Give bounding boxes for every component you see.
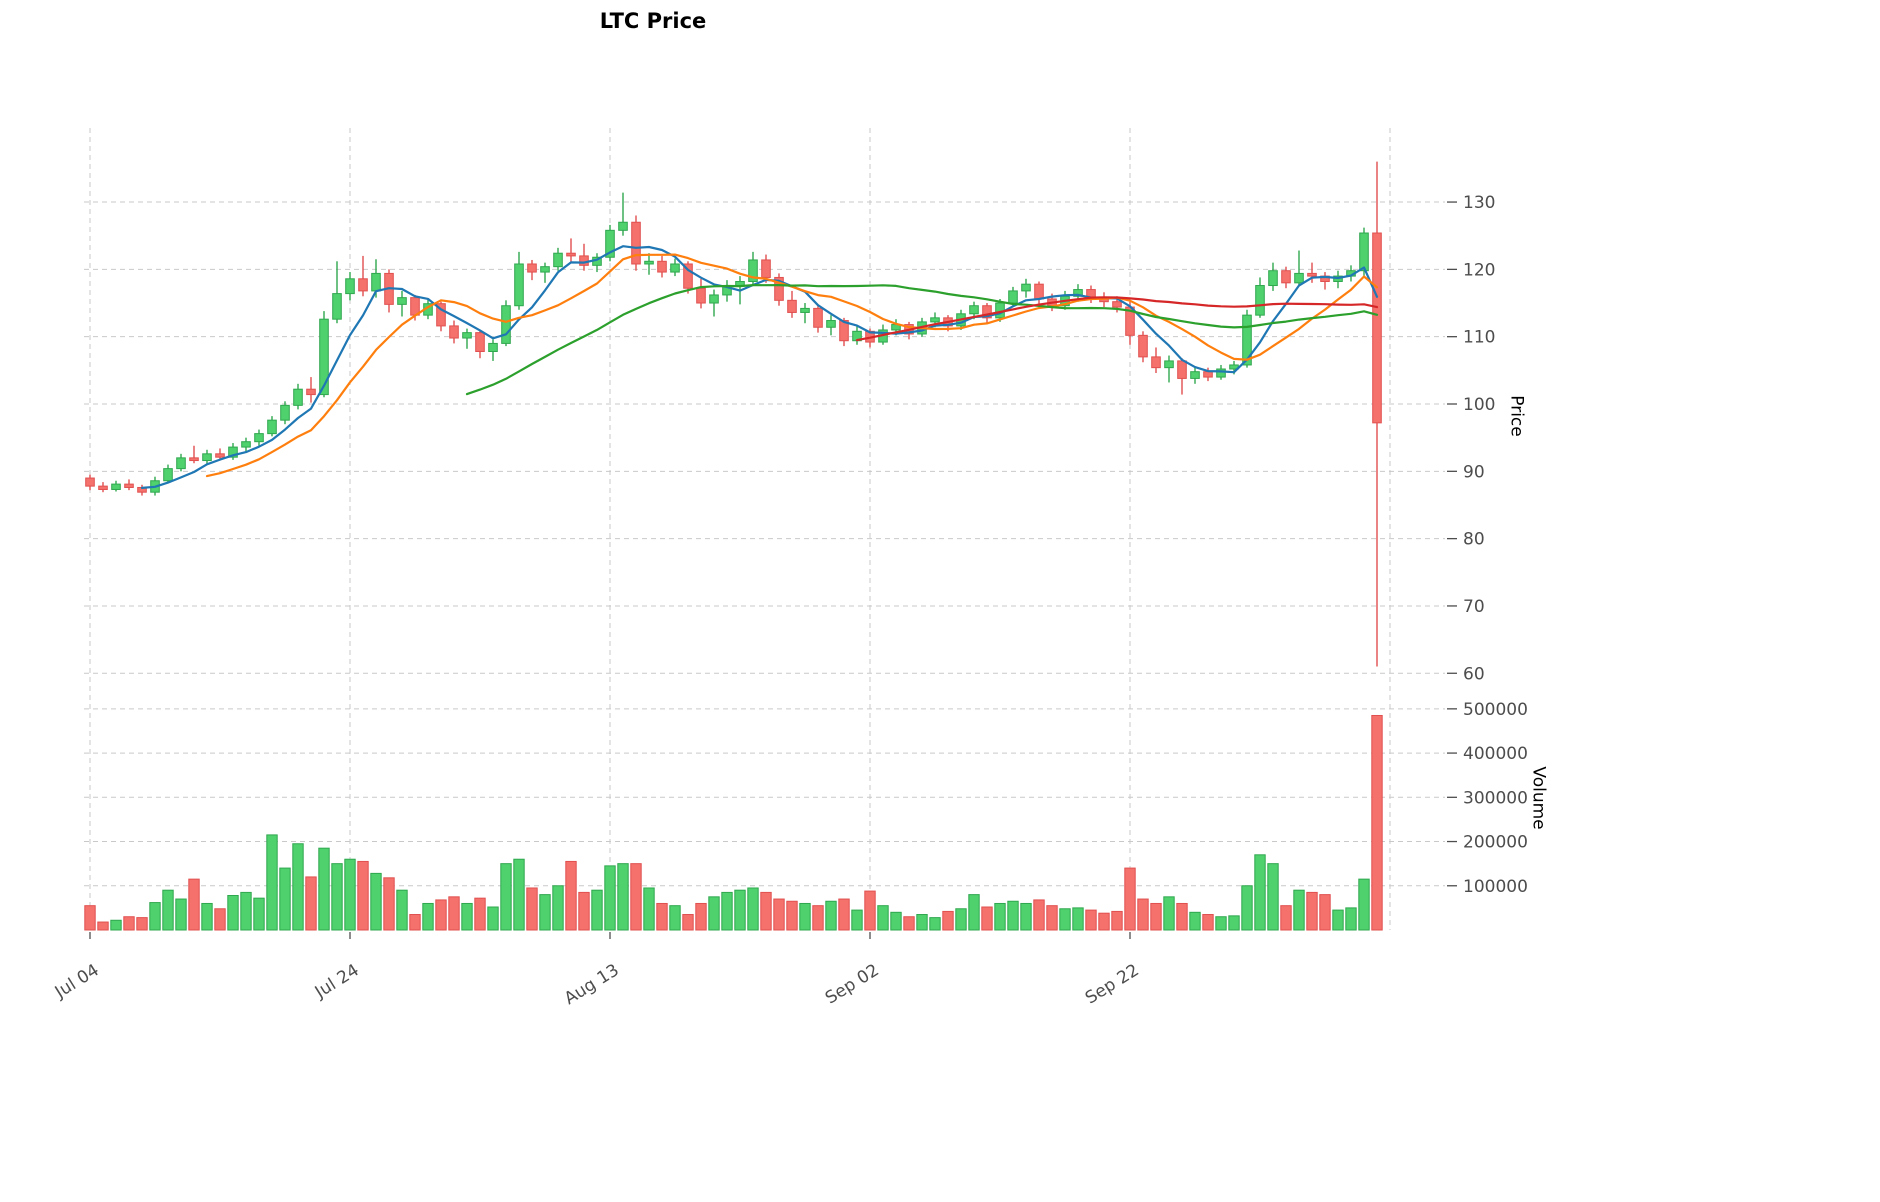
volume-bars (84, 714, 1383, 931)
svg-text:120: 120 (1463, 260, 1495, 280)
svg-text:Aug 13: Aug 13 (561, 960, 623, 1009)
svg-text:100000: 100000 (1463, 877, 1528, 897)
ma-30-line (465, 284, 1379, 396)
svg-text:200000: 200000 (1463, 833, 1528, 853)
svg-text:400000: 400000 (1463, 744, 1528, 764)
svg-text:Sep 02: Sep 02 (822, 960, 883, 1008)
svg-text:Jul 04: Jul 04 (51, 960, 103, 1003)
gridlines (84, 128, 1445, 930)
svg-text:300000: 300000 (1463, 788, 1528, 808)
svg-text:Jul 24: Jul 24 (311, 960, 363, 1003)
moving-average-lines (140, 245, 1379, 489)
volume-axis-ticks: 100000 200000 300000 400000 500000 (1447, 700, 1528, 897)
date-axis-ticks: Jul 04 Jul 24 Aug 13 Sep 02 Sep 22 (51, 932, 1143, 1009)
ma-10-line (205, 253, 1379, 478)
candlesticks (85, 161, 1382, 667)
svg-text:70: 70 (1463, 597, 1485, 617)
ma-5-line (140, 245, 1379, 489)
ma-60-line (855, 296, 1379, 342)
svg-text:500000: 500000 (1463, 700, 1528, 720)
chart-title: LTC Price (599, 9, 707, 33)
price-axis-ticks: 60 70 80 90 100 110 120 130 (1447, 193, 1495, 684)
svg-text:Sep 22: Sep 22 (1082, 960, 1143, 1008)
svg-text:130: 130 (1463, 193, 1495, 213)
svg-text:110: 110 (1463, 328, 1495, 348)
svg-text:90: 90 (1463, 462, 1485, 482)
svg-text:80: 80 (1463, 530, 1485, 550)
svg-text:100: 100 (1463, 395, 1495, 415)
svg-text:60: 60 (1463, 664, 1485, 684)
